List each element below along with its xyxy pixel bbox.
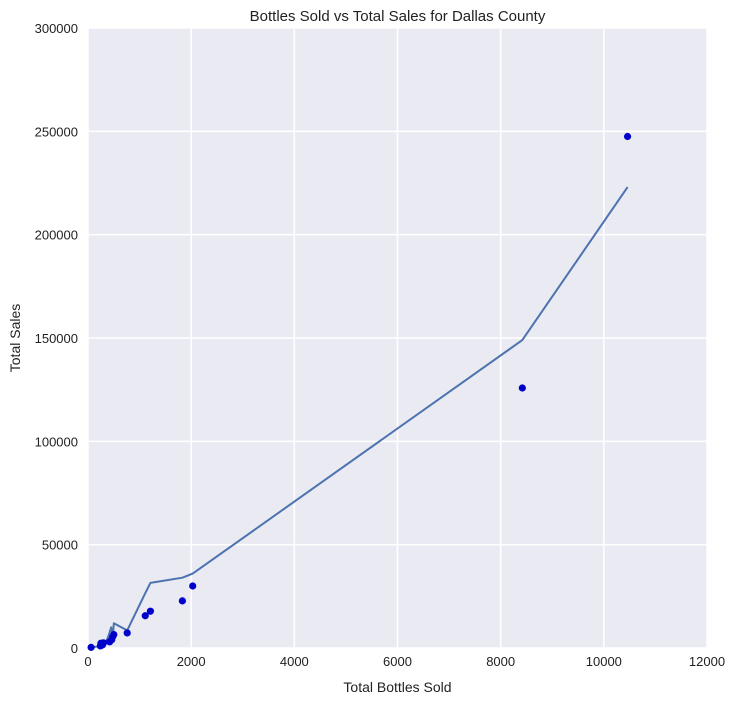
x-tick-label: 8000: [486, 654, 515, 669]
x-tick-label: 6000: [383, 654, 412, 669]
x-tick-label: 12000: [689, 654, 725, 669]
scatter-points: [87, 132, 632, 651]
scatter-point: [110, 630, 118, 639]
y-tick-label: 0: [71, 641, 78, 656]
y-tick-label: 250000: [35, 124, 78, 139]
scatter-point: [146, 607, 155, 615]
scatter-point: [123, 629, 131, 637]
y-tick-label: 300000: [35, 21, 78, 36]
scatter-point: [623, 132, 632, 141]
x-tick-label: 4000: [280, 654, 309, 669]
x-axis-label: Total Bottles Sold: [343, 679, 451, 695]
chart-title: Bottles Sold vs Total Sales for Dallas C…: [250, 8, 546, 25]
x-tick-label: 10000: [586, 654, 622, 669]
scatter-point: [87, 643, 95, 651]
x-tick-label: 0: [84, 654, 91, 669]
grid-lines: [87, 27, 708, 649]
scatter-point: [518, 384, 526, 392]
y-tick-label: 50000: [42, 538, 78, 553]
y-tick-label: 200000: [35, 228, 78, 243]
x-tick-label: 2000: [177, 654, 206, 669]
y-tick-label: 150000: [35, 331, 78, 346]
scatter-point: [99, 639, 108, 647]
y-axis-label: Total Sales: [7, 304, 23, 372]
tick-labels: 0 2000 4000 6000 8000 10000 12000 0 50000 100000 1…: [35, 21, 725, 669]
scatter-point: [189, 582, 197, 590]
scatter-point: [178, 597, 186, 605]
y-tick-label: 100000: [35, 434, 78, 449]
scatter-point: [141, 612, 149, 620]
